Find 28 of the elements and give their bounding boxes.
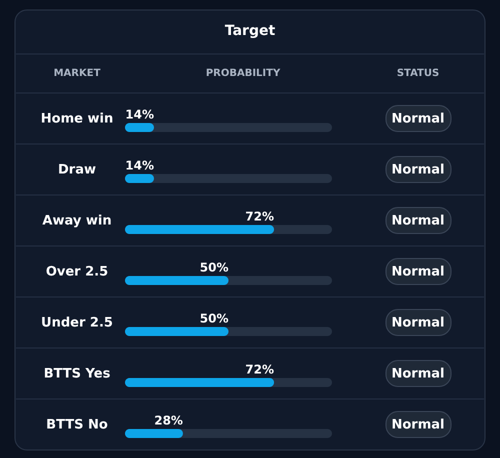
y-tick-label: BTTS Yes [44, 366, 111, 382]
data-label: 50% [200, 312, 228, 326]
data-label: 72% [245, 210, 274, 224]
y-tick-label: BTTS No [46, 418, 108, 432]
text: Normal [392, 214, 444, 228]
bar [125, 174, 154, 183]
y-tick-label: Home win [40, 112, 114, 126]
data-label: 50% [200, 260, 228, 274]
text: Normal [392, 162, 444, 178]
text: Normal [392, 366, 444, 382]
bar [125, 429, 183, 438]
data-label: 14% [125, 158, 154, 172]
chart-title: Target [224, 23, 276, 39]
y-tick-label: Under 2.5 [41, 316, 113, 330]
text: Normal [392, 316, 444, 330]
text: Normal [392, 112, 444, 126]
text: Normal [392, 264, 444, 280]
data-label: 72% [245, 362, 274, 376]
data-label: 28% [154, 414, 183, 428]
text: Normal [392, 418, 444, 432]
y-tick-label: Away win [42, 214, 112, 228]
y-tick-label: Over 2.5 [46, 264, 108, 280]
data-label: 14% [125, 108, 154, 122]
y-tick-label: Draw [58, 162, 96, 178]
text: PROBABILITY [206, 68, 281, 79]
text: STATUS [396, 68, 440, 79]
bar [125, 123, 154, 132]
text: MARKET [54, 68, 101, 79]
